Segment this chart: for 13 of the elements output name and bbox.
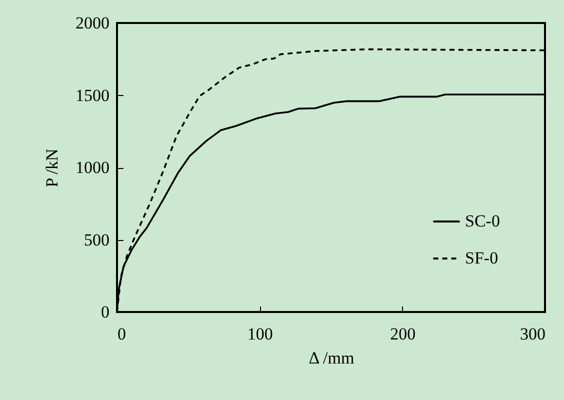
y-tick-label: 2000 — [76, 14, 110, 32]
x-tick-label: 100 — [247, 324, 273, 344]
x-axis-title: Δ /mm — [308, 348, 354, 368]
y-axis-title: P /kN — [42, 148, 62, 188]
y-tick-label: 1000 — [76, 158, 110, 177]
y-tick-label: 1500 — [76, 86, 110, 105]
x-tick-label: 200 — [390, 324, 416, 344]
y-tick-label: 0 — [101, 302, 110, 322]
x-tick-label: 300 — [520, 324, 546, 344]
legend-label: SF-0 — [465, 248, 498, 268]
y-tick-label: 500 — [84, 230, 110, 250]
legend-label: SC-0 — [465, 212, 500, 230]
x-tick-label: 0 — [118, 324, 126, 344]
